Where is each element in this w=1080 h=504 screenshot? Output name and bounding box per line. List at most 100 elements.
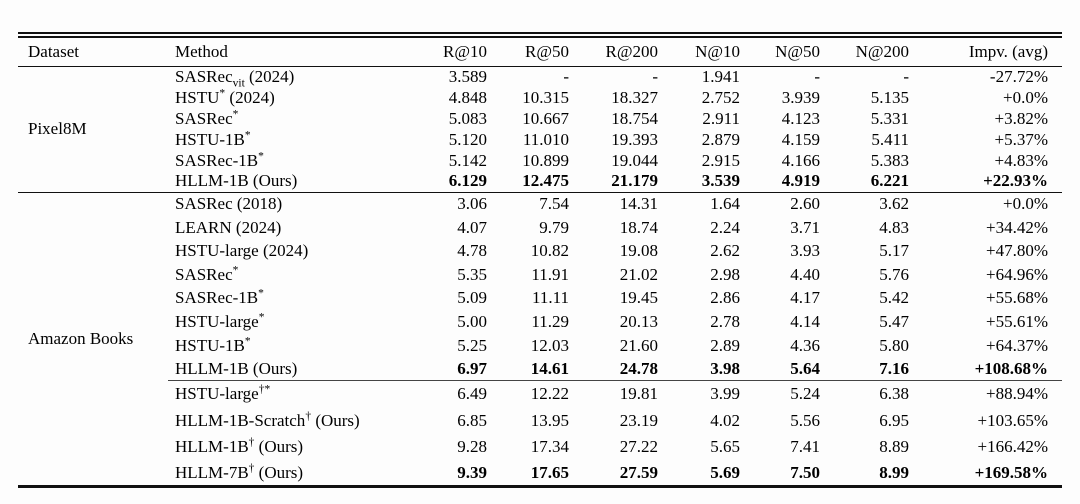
metric-cell: 17.65 bbox=[530, 462, 569, 482]
metric-cell: 18.754 bbox=[611, 108, 658, 128]
improvement-cell: +47.80% bbox=[986, 241, 1048, 261]
method-cell: SASRec* bbox=[175, 108, 239, 128]
metric-cell: 5.383 bbox=[870, 150, 909, 170]
metric-cell: 3.589 bbox=[448, 66, 487, 86]
metric-cell: 4.14 bbox=[790, 311, 820, 331]
metric-cell: 2.98 bbox=[710, 264, 740, 284]
improvement-cell: +0.0% bbox=[909, 191, 1062, 216]
method-cell: LEARN (2024) bbox=[175, 217, 282, 237]
method-cell: HLLM-1B-Scratch† (Ours) bbox=[175, 410, 360, 430]
metric-cell: 9.39 bbox=[457, 462, 487, 482]
improvement-cell: +169.58% bbox=[974, 462, 1048, 482]
metric-cell: 19.044 bbox=[611, 150, 658, 170]
metric-cell: 3.71 bbox=[790, 217, 820, 237]
metric-cell: 6.85 bbox=[457, 410, 487, 430]
metric-cell: 27.22 bbox=[619, 437, 658, 457]
column-header-n200: N@200 bbox=[820, 35, 909, 67]
metric-cell: 18.74 bbox=[619, 217, 658, 237]
improvement-cell: +103.65% bbox=[977, 410, 1049, 430]
improvement-cell: +166.42% bbox=[977, 437, 1049, 457]
table-row: HSTU-1B* 5.25 12.03 21.60 2.89 4.36 5.80 +64.37… bbox=[18, 334, 1062, 358]
improvement-cell: +55.68% bbox=[986, 288, 1048, 308]
metric-cell: 1.941 bbox=[701, 66, 740, 86]
metric-cell: 12.475 bbox=[522, 171, 569, 191]
metric-cell: 2.89 bbox=[710, 335, 740, 355]
metric-cell: 7.54 bbox=[487, 191, 569, 216]
improvement-cell: -27.72% bbox=[989, 66, 1048, 86]
metric-cell: 5.24 bbox=[740, 380, 820, 408]
method-cell: HSTU-1B* bbox=[175, 334, 251, 355]
metric-cell: 6.49 bbox=[400, 380, 487, 408]
metric-cell: 5.00 bbox=[457, 311, 487, 331]
metric-cell: 7.50 bbox=[790, 462, 820, 482]
dataset-cell: Pixel8M bbox=[28, 119, 87, 139]
metric-cell: 12.22 bbox=[487, 380, 569, 408]
metric-cell: 12.03 bbox=[530, 335, 569, 355]
table-row: SASRec-1B* 5.09 11.11 19.45 2.86 4.17 5.42 +55.… bbox=[18, 286, 1062, 310]
improvement-cell: +64.96% bbox=[986, 264, 1048, 284]
metric-cell: 10.82 bbox=[530, 241, 569, 261]
table-row: HSTU-1B* 5.120 11.010 19.393 2.879 4.159 5.411… bbox=[18, 129, 1062, 150]
results-table: Dataset Method R@10 R@50 R@200 N@10 N@50… bbox=[18, 32, 1062, 489]
metric-cell: - bbox=[814, 66, 820, 86]
metric-cell: 3.06 bbox=[400, 191, 487, 216]
metric-cell: 4.159 bbox=[781, 129, 820, 149]
metric-cell: 5.331 bbox=[870, 108, 909, 128]
metric-cell: 19.45 bbox=[619, 288, 658, 308]
metric-cell: 5.69 bbox=[710, 462, 740, 482]
method-cell: HLLM-1B (Ours) bbox=[175, 358, 298, 378]
improvement-cell: +88.94% bbox=[909, 380, 1062, 408]
metric-cell: 2.86 bbox=[710, 288, 740, 308]
metric-cell: 7.41 bbox=[790, 437, 820, 457]
metric-cell: - bbox=[563, 66, 569, 86]
table-row: Pixel8M SASRecvit (2024) 3.589 - - 1.941 - - -27… bbox=[18, 66, 1062, 138]
table-row: SASRec* 5.35 11.91 21.02 2.98 4.40 5.76 +64.96% bbox=[18, 263, 1062, 287]
table-row: Amazon Books SASRec (2018) 3.06 7.54 14.31 1.… bbox=[18, 191, 1062, 487]
metric-cell: 3.93 bbox=[790, 241, 820, 261]
header-row: Dataset Method R@10 R@50 R@200 N@10 N@50… bbox=[18, 35, 1062, 67]
table-row: HSTU* (2024) 4.848 10.315 18.327 2.752 3.939 5… bbox=[18, 87, 1062, 108]
metric-cell: 6.95 bbox=[879, 410, 909, 430]
metric-cell: 5.42 bbox=[879, 288, 909, 308]
metric-cell: 5.65 bbox=[710, 437, 740, 457]
improvement-cell: +0.0% bbox=[1003, 87, 1048, 107]
column-header-n50: N@50 bbox=[740, 35, 820, 67]
metric-cell: 3.99 bbox=[658, 380, 740, 408]
metric-cell: 4.36 bbox=[790, 335, 820, 355]
method-cell: SASRec* bbox=[175, 264, 239, 284]
metric-cell: 13.95 bbox=[530, 410, 569, 430]
metric-cell: 11.91 bbox=[531, 264, 569, 284]
metric-cell: 4.848 bbox=[448, 87, 487, 107]
metric-cell: 11.29 bbox=[531, 311, 569, 331]
metric-cell: 4.919 bbox=[781, 171, 820, 191]
metric-cell: 24.78 bbox=[619, 358, 658, 378]
improvement-cell: +4.83% bbox=[994, 150, 1049, 170]
metric-cell: 5.120 bbox=[448, 129, 487, 149]
metric-cell: 5.411 bbox=[871, 129, 909, 149]
metric-cell: 2.911 bbox=[702, 108, 740, 128]
results-table-container: Dataset Method R@10 R@50 R@200 N@10 N@50… bbox=[18, 32, 1080, 489]
metric-cell: 5.142 bbox=[448, 150, 487, 170]
metric-cell: 11.11 bbox=[532, 288, 569, 308]
metric-cell: - bbox=[903, 66, 909, 86]
metric-cell: 23.19 bbox=[619, 410, 658, 430]
metric-cell: 5.76 bbox=[879, 264, 909, 284]
metric-cell: 6.221 bbox=[870, 171, 909, 191]
metric-cell: 3.939 bbox=[781, 87, 820, 107]
table-row: HSTU-large†* 6.49 12.22 19.81 3.99 5.24 6.38 +8… bbox=[18, 380, 1062, 408]
table-row: HLLM-1B (Ours) 6.97 14.61 24.78 3.98 5.64 7.16… bbox=[18, 357, 1062, 381]
method-cell: SASRecvit (2024) bbox=[175, 66, 295, 90]
metric-cell: 5.47 bbox=[879, 311, 909, 331]
metric-cell: 3.539 bbox=[701, 171, 740, 191]
improvement-cell: +55.61% bbox=[986, 311, 1048, 331]
metric-cell: 2.60 bbox=[740, 191, 820, 216]
metric-cell: 18.327 bbox=[611, 87, 658, 107]
improvement-cell: +22.93% bbox=[983, 171, 1048, 191]
metric-cell: 14.61 bbox=[530, 358, 569, 378]
metric-cell: 1.64 bbox=[658, 191, 740, 216]
metric-cell: 5.083 bbox=[448, 108, 487, 128]
metric-cell: 4.17 bbox=[790, 288, 820, 308]
metric-cell: 2.879 bbox=[701, 129, 740, 149]
metric-cell: 21.02 bbox=[619, 264, 658, 284]
column-header-r200: R@200 bbox=[569, 35, 658, 67]
